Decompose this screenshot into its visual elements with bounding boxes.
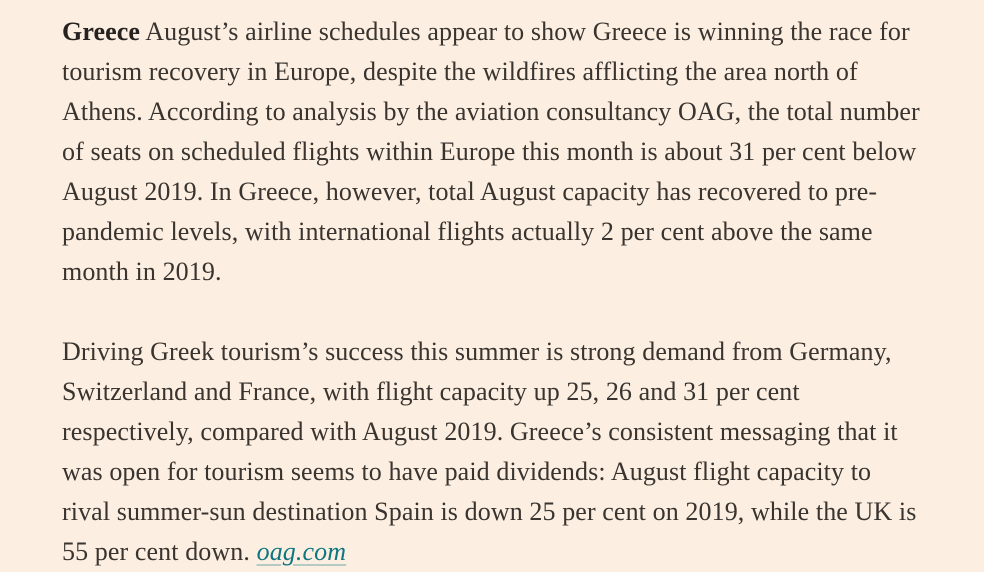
oag-link[interactable]: oag.com (256, 537, 347, 566)
paragraph-demand: Driving Greek tourism’s success this sum… (62, 332, 920, 572)
paragraph-2-text: Driving Greek tourism’s success this sum… (62, 337, 917, 566)
paragraph-lead-word: Greece (62, 17, 141, 46)
paragraph-greece: Greece August’s airline schedules appear… (62, 12, 920, 292)
paragraph-1-text: August’s airline schedules appear to sho… (62, 17, 920, 286)
